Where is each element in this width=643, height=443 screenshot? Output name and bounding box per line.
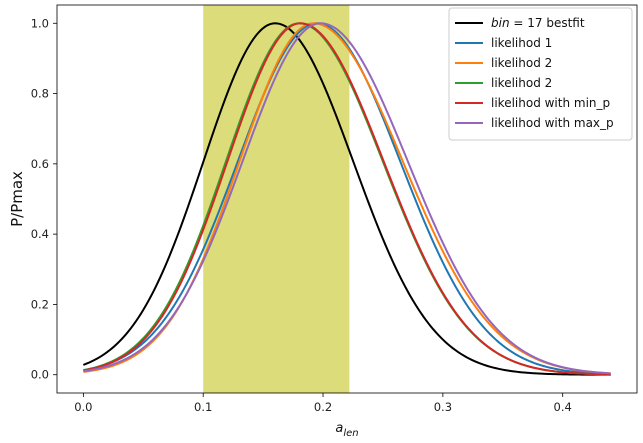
- x-axis-label-sub: len: [343, 428, 358, 439]
- legend-label: likelihod with max_p: [491, 116, 614, 130]
- legend-label: likelihod with min_p: [491, 96, 610, 110]
- x-tick-label: 0.2: [314, 400, 332, 414]
- y-tick-label: 0.4: [31, 227, 49, 241]
- y-tick-label: 0.0: [31, 368, 49, 382]
- x-tick-label: 0.0: [74, 400, 92, 414]
- y-axis-label: P/Pmax: [8, 171, 26, 227]
- y-tick-label: 0.2: [31, 297, 49, 311]
- x-tick-label: 0.4: [554, 400, 572, 414]
- y-tick-label: 0.8: [31, 87, 49, 101]
- legend-box: [448, 7, 633, 141]
- x-axis-label-base: a: [335, 421, 343, 436]
- legend-label: bin = 17 bestfit: [491, 16, 585, 30]
- legend-label-text: = 17 bestfit: [510, 16, 585, 30]
- x-axis-label: alen: [335, 421, 358, 439]
- x-tick-label: 0.1: [194, 400, 212, 414]
- legend-label-italic: bin: [491, 16, 510, 30]
- series-line-2: [83, 22, 611, 376]
- series-line-1: [83, 22, 611, 376]
- y-tick-label: 0.6: [31, 157, 49, 171]
- x-tick-label: 0.3: [434, 400, 452, 414]
- series-line-5: [83, 22, 611, 376]
- y-tick-label: 1.0: [31, 16, 49, 30]
- legend-label: likelihod 2: [491, 76, 552, 90]
- legend-label: likelihod 2: [491, 56, 552, 70]
- plot-frame: [56, 4, 638, 394]
- series-line-6: [83, 22, 611, 375]
- legend-label: likelihod 1: [491, 36, 552, 50]
